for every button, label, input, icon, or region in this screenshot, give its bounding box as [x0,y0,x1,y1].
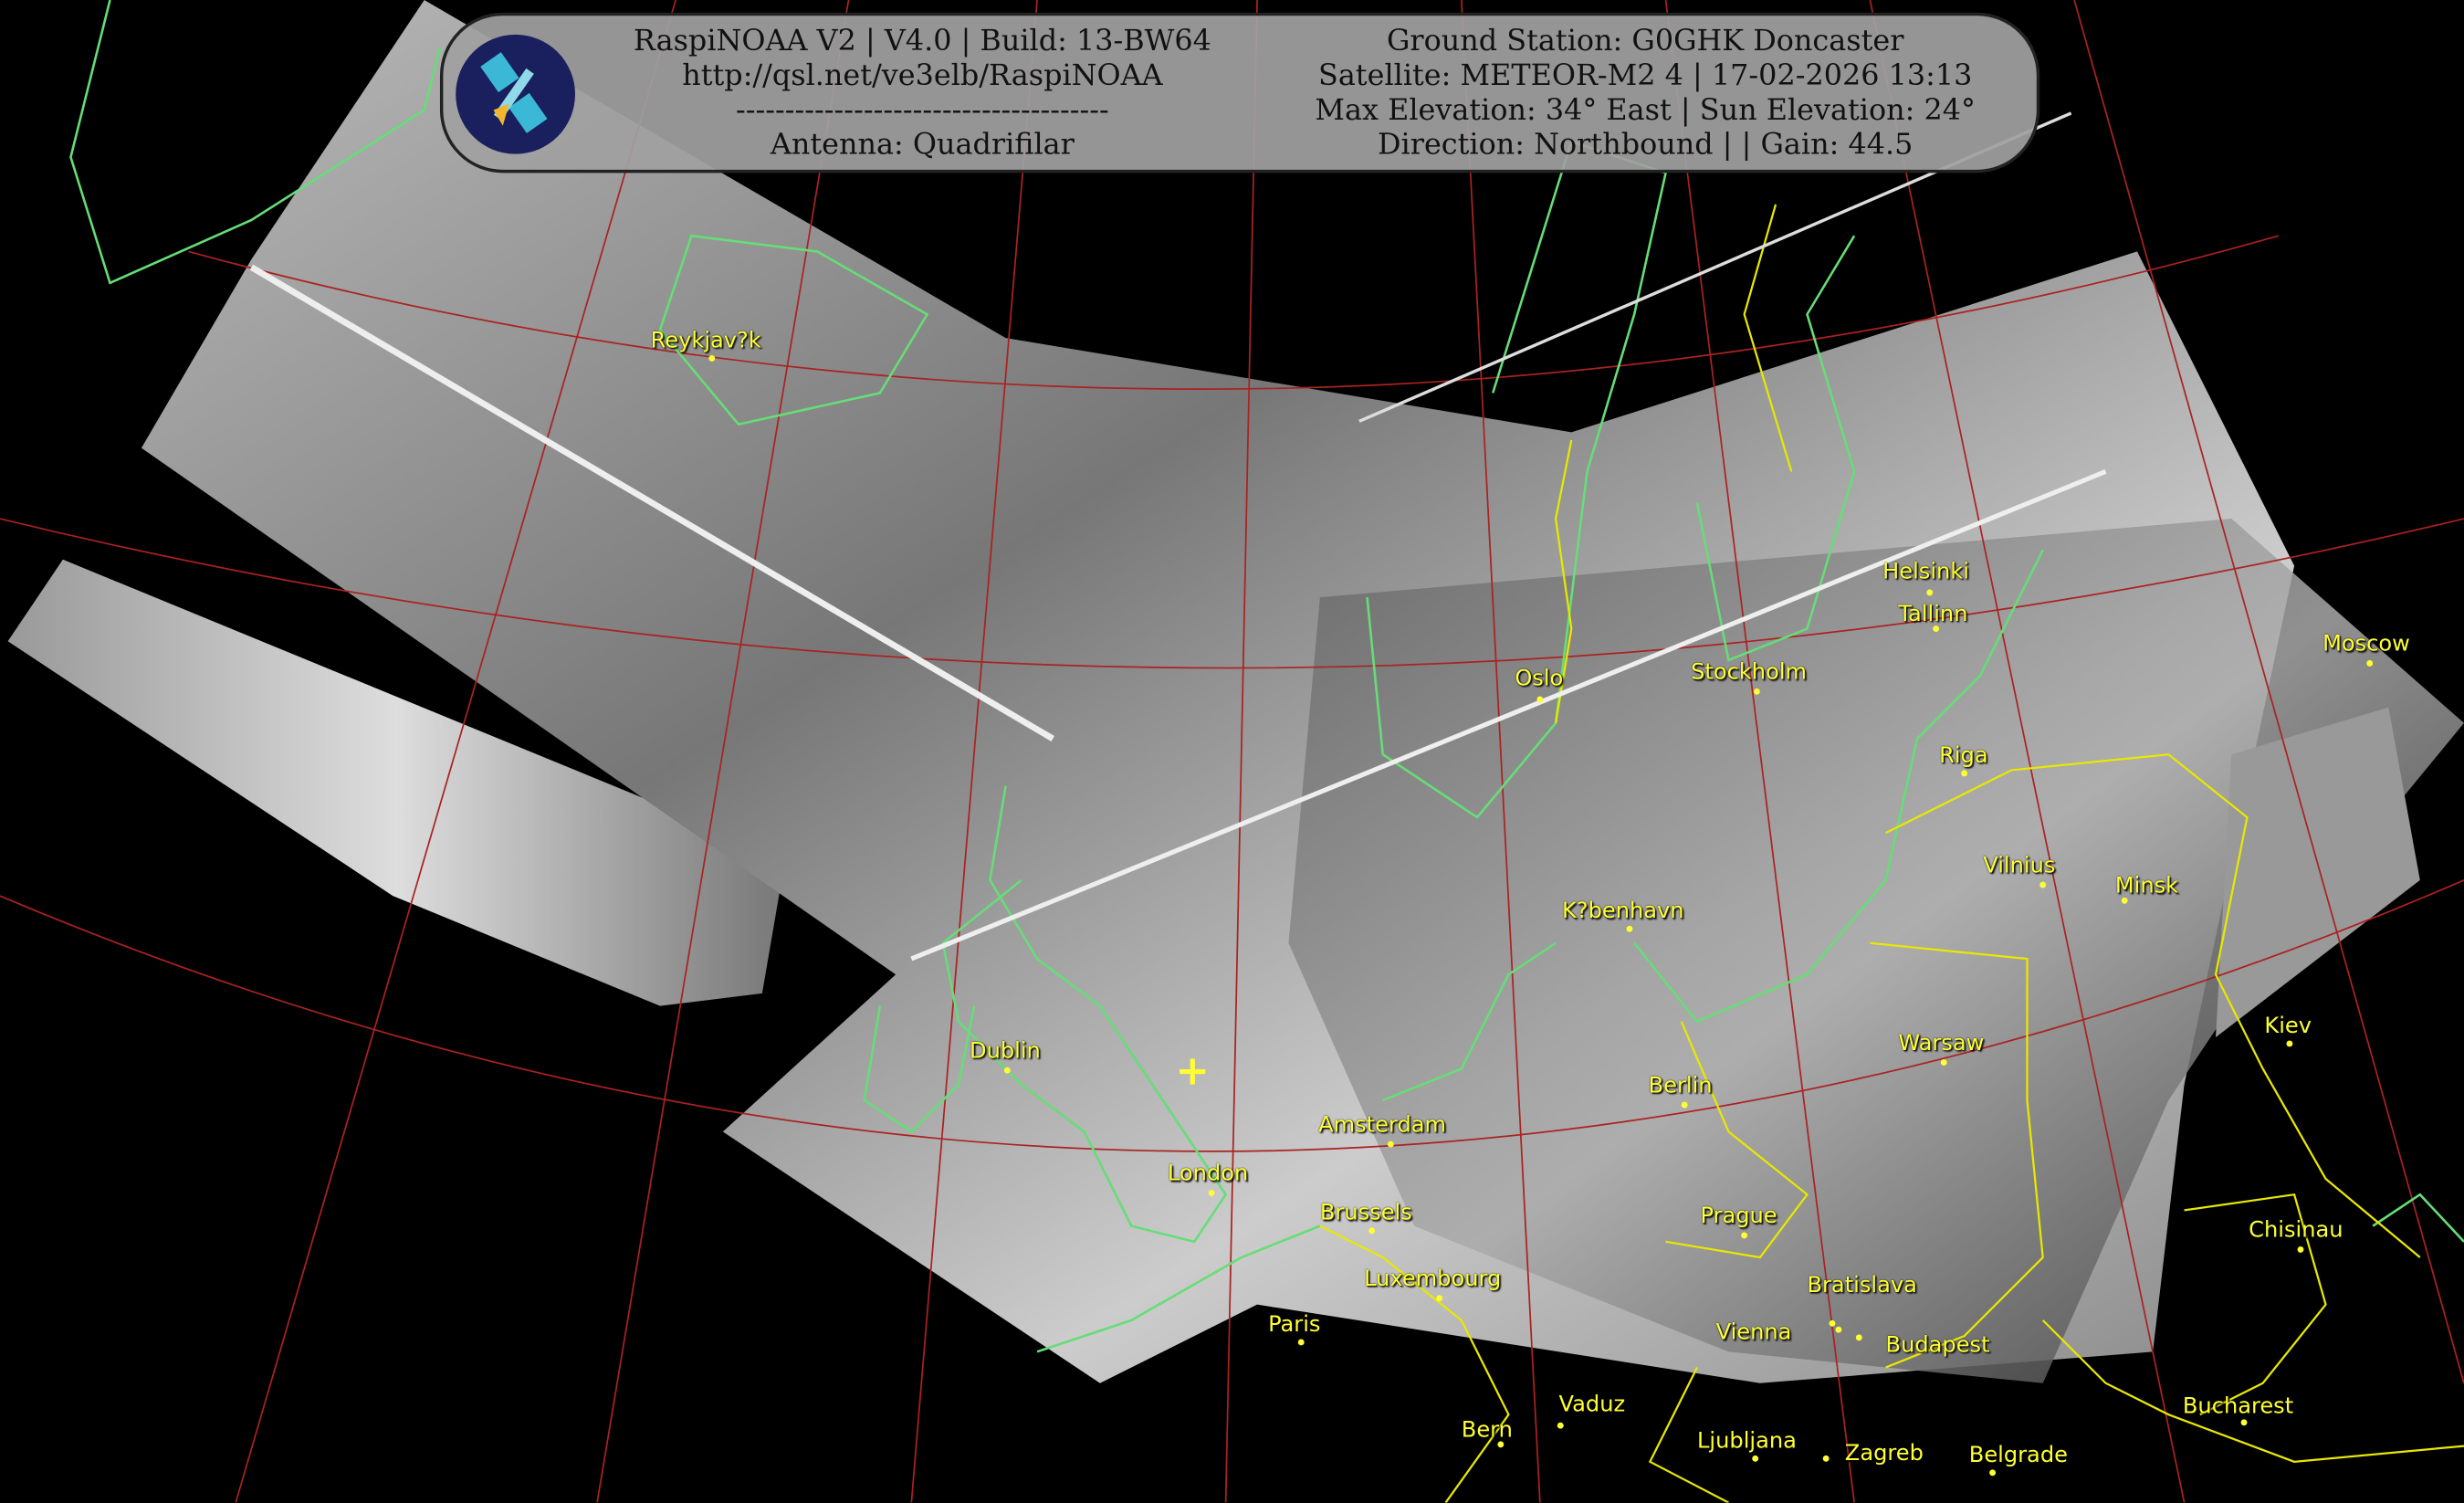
city-marker [1933,625,1940,632]
city-marker [1681,1101,1688,1109]
image-swath-east [1288,519,2464,1383]
city-marker [1626,925,1633,932]
project-url: http://qsl.net/ve3elb/RaspiNOAA [682,59,1163,93]
city-marker [1829,1319,1836,1327]
city-marker [1436,1295,1443,1302]
city-marker [1822,1455,1830,1462]
city-label: Bern [1461,1417,1513,1444]
city-marker [1926,589,1934,596]
city-label: Paris [1268,1312,1321,1338]
image-swath-southeast [2216,707,2420,1038]
city-marker [1741,1232,1748,1239]
city-label: Budapest [1885,1332,1990,1359]
city-marker [1855,1334,1862,1341]
city-label: K?benhavn [1561,899,1684,925]
city-label: Zagreb [1844,1441,1924,1466]
city-label: Bratislava [1807,1273,1917,1298]
scan-artifact-line [910,468,2107,962]
city-marker [1557,1422,1564,1429]
scan-artifact-line [249,264,1055,741]
city-label: Bucharest [2182,1393,2294,1420]
city-label: Prague [1700,1203,1777,1230]
elevation-info: Max Elevation: 34° East | Sun Elevation:… [1315,94,1976,128]
software-version: RaspiNOAA V2 | V4.0 | Build: 13-BW64 [633,25,1211,58]
city-label: Minsk [2114,874,2179,899]
satellite-icon [456,34,575,154]
city-marker [2240,1419,2248,1426]
ground-station: Ground Station: G0GHK Doncaster [1386,25,1904,58]
city-label: Brussels [1319,1201,1412,1226]
city-label: Kiev [2264,1014,2312,1039]
city-marker [1368,1227,1376,1235]
city-label: Chisinau [2249,1218,2343,1244]
city-label: London [1167,1161,1249,1187]
city-marker [2286,1040,2293,1047]
coastlines [69,0,2464,1353]
city-label: Oslo [1515,666,1564,692]
city-label: Stockholm [1691,659,1808,686]
direction-gain: Direction: Northbound | | Gain: 44.5 [1378,129,1914,163]
image-swath-west [7,559,786,1006]
city-label: Helsinki [1882,559,1969,585]
banner-left-column: RaspiNOAA V2 | V4.0 | Build: 13-BW64 htt… [601,26,1245,163]
city-marker [2366,659,2374,667]
city-label: Tallinn [1898,602,1968,627]
city-label: Reykjav?k [650,328,761,354]
city-label: Belgrade [1968,1443,2068,1468]
city-marker [1961,770,1968,777]
city-label: Luxembourg [1364,1267,1502,1292]
city-marker [2297,1245,2304,1253]
city-marker [1387,1140,1394,1148]
city-label: Vilnius [1983,853,2056,879]
city-label: Amsterdam [1318,1112,1446,1139]
city-marker [1297,1339,1305,1346]
city-marker [1753,688,1760,695]
city-label: Vaduz [1558,1393,1626,1418]
city-marker [1835,1326,1842,1333]
city-marker [708,355,716,362]
city-marker [1208,1190,1215,1196]
city-marker [1752,1455,1759,1462]
city-marker [2039,881,2047,888]
antenna-info: Antenna: Quadrifilar [770,129,1075,163]
city-marker [1989,1469,1997,1477]
city-marker [2121,897,2128,904]
borders [1319,204,2464,1503]
city-label: Ljubljana [1697,1428,1797,1455]
separator: -------------------------------------- [735,94,1109,128]
satellite-pass: Satellite: METEOR-M2 4 | 17-02-2026 13:1… [1318,59,1973,93]
city-label: Warsaw [1898,1031,1985,1056]
city-marker [1003,1067,1011,1074]
ground-station-marker: + [1175,1048,1211,1096]
city-marker [1536,696,1544,703]
city-label: Moscow [2322,631,2410,657]
city-marker [1940,1059,1947,1067]
city-marker [1497,1441,1505,1448]
banner-right-column: Ground Station: G0GHK Doncaster Satellit… [1260,26,2029,163]
city-label: Berlin [1648,1073,1713,1099]
info-banner: RaspiNOAA V2 | V4.0 | Build: 13-BW64 htt… [439,12,2040,173]
city-label: Vienna [1715,1319,1792,1346]
city-label: Dublin [970,1038,1041,1065]
city-label: Riga [1939,743,1988,769]
